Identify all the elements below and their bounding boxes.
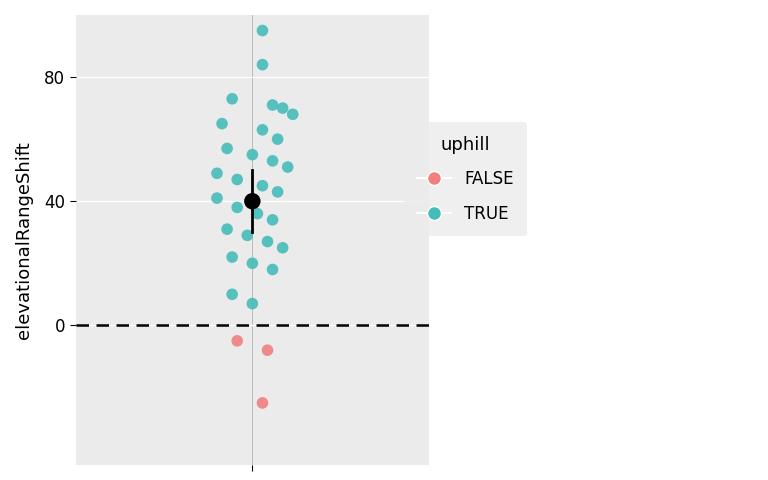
Point <box>257 182 269 190</box>
Point <box>221 225 233 233</box>
Point <box>226 290 238 298</box>
Point <box>247 300 259 308</box>
Point <box>226 95 238 103</box>
Point <box>231 204 243 211</box>
Point <box>266 157 279 165</box>
Point <box>211 194 223 202</box>
Point <box>271 188 283 196</box>
Point <box>247 151 259 158</box>
Point <box>247 259 259 267</box>
Point <box>257 27 269 35</box>
Point <box>257 61 269 69</box>
Point <box>261 238 273 245</box>
Y-axis label: elevationalRangeShift: elevationalRangeShift <box>15 141 33 339</box>
Point <box>266 265 279 273</box>
Point <box>257 126 269 133</box>
Legend: FALSE, TRUE: FALSE, TRUE <box>404 122 527 236</box>
Point <box>241 231 253 239</box>
Point <box>231 337 243 345</box>
Point <box>221 144 233 152</box>
Point <box>282 163 294 171</box>
Point <box>216 120 228 128</box>
Point <box>211 169 223 177</box>
Point <box>276 244 289 252</box>
Point <box>266 101 279 109</box>
Point <box>257 399 269 407</box>
Point <box>276 104 289 112</box>
Point <box>286 110 299 118</box>
Point <box>251 210 263 217</box>
Point <box>261 347 273 354</box>
Point <box>226 253 238 261</box>
Point <box>231 176 243 183</box>
Point <box>271 135 283 143</box>
Point <box>247 197 259 205</box>
Point <box>266 216 279 224</box>
